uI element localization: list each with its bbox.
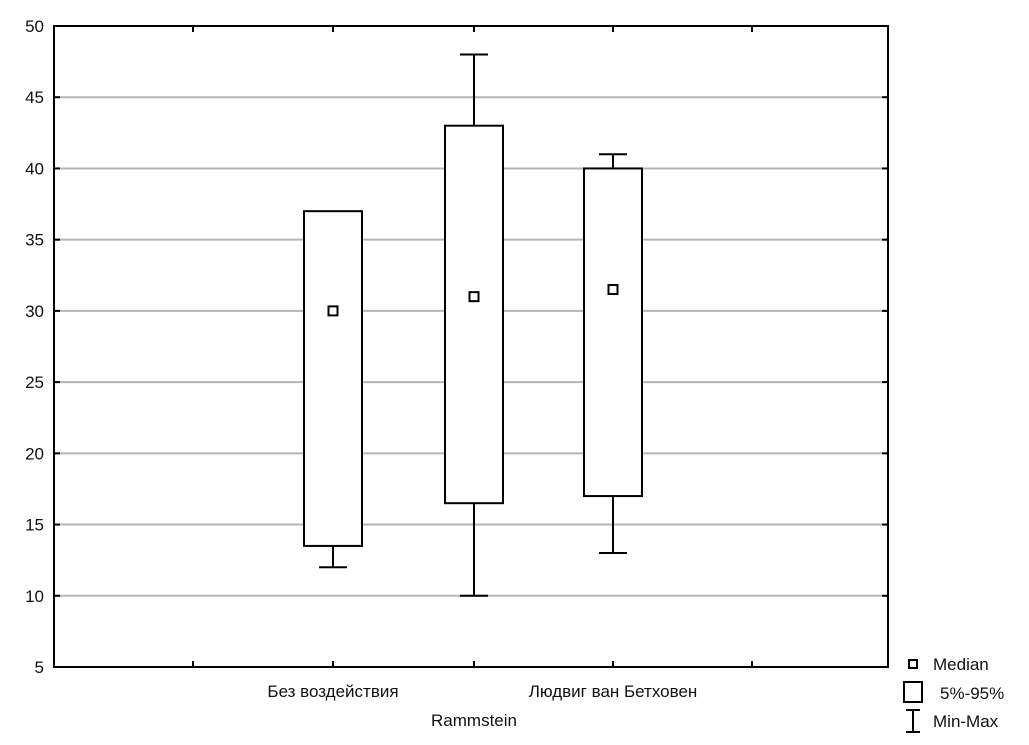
y-tick-label-15: 15 bbox=[25, 516, 44, 535]
legend-label-median: Median bbox=[933, 655, 989, 674]
y-tick-labels: 5 10 15 20 25 30 35 40 45 50 bbox=[25, 17, 44, 677]
y-tick-label-45: 45 bbox=[25, 88, 44, 107]
y-tick-label-30: 30 bbox=[25, 302, 44, 321]
box-group-2 bbox=[583, 153, 643, 555]
box-group-1 bbox=[444, 53, 504, 597]
y-tick-label-50: 50 bbox=[25, 17, 44, 36]
box-2 bbox=[583, 167, 643, 498]
category-label-2: Людвиг ван Бетховен bbox=[529, 682, 698, 701]
median-marker-0 bbox=[327, 305, 339, 317]
median-marker-2 bbox=[607, 284, 619, 296]
axis-ticks bbox=[54, 25, 888, 668]
box-1 bbox=[444, 124, 504, 505]
plot-frame bbox=[53, 25, 889, 668]
y-tick-label-10: 10 bbox=[25, 587, 44, 606]
legend-label-box: 5%-95% bbox=[940, 684, 1004, 703]
category-label-1: Rammstein bbox=[431, 711, 517, 730]
y-tick-label-35: 35 bbox=[25, 231, 44, 250]
y-tick-label-25: 25 bbox=[25, 373, 44, 392]
y-tick-label-20: 20 bbox=[25, 444, 44, 463]
boxes bbox=[303, 53, 643, 597]
box-0 bbox=[303, 210, 363, 547]
y-tick-label-5: 5 bbox=[35, 658, 44, 677]
category-label-0: Без воздействия bbox=[267, 682, 398, 701]
legend-label-whisker: Min-Max bbox=[933, 712, 999, 731]
median-marker-1 bbox=[468, 291, 480, 303]
y-tick-label-40: 40 bbox=[25, 159, 44, 178]
category-labels: Без воздействия Rammstein Людвиг ван Бетхо… bbox=[267, 682, 697, 730]
legend: Median 5%-95% Min-Max bbox=[903, 655, 1004, 733]
box-group-0 bbox=[303, 210, 363, 569]
legend-box-icon bbox=[903, 681, 923, 703]
legend-median-icon bbox=[908, 659, 918, 669]
